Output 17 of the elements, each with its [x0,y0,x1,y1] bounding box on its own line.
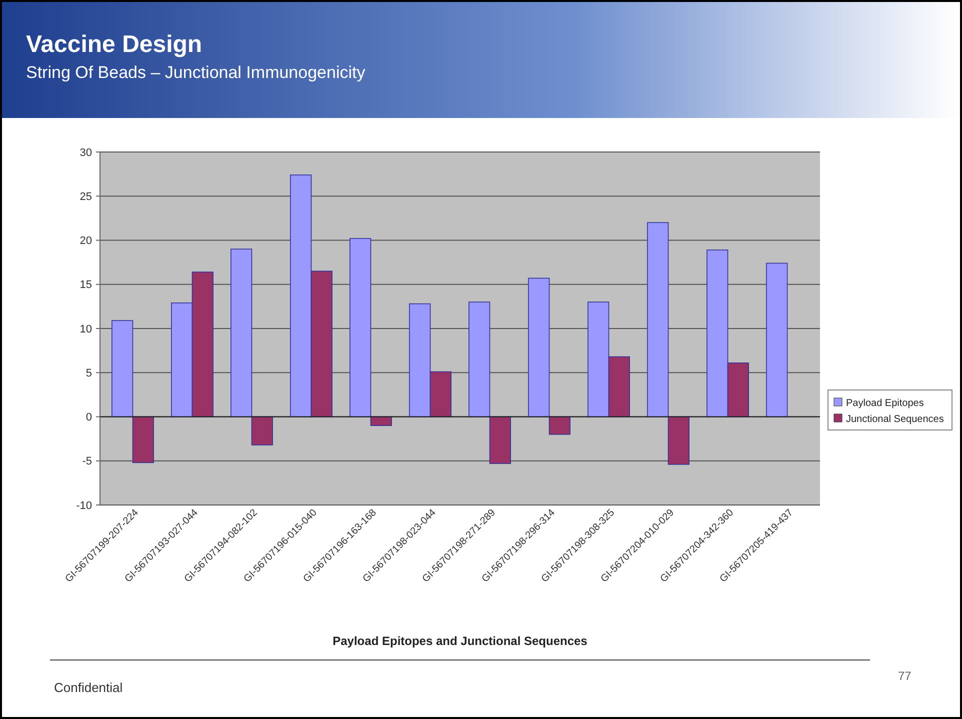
chart-title: Vaccine Design [26,31,202,58]
y-tick-label: 5 [86,367,92,380]
legend-label: Junctional Sequences [846,414,944,425]
y-tick-label: 20 [80,235,92,248]
y-tick-label: 10 [80,323,92,336]
y-tick-label: -10 [76,500,92,512]
x-axis-title: Payload Epitopes and Junctional Sequences [332,634,588,648]
y-tick-label: 0 [86,412,92,424]
chart-subtitle: String Of Beads – Junctional Immunogenicity [26,63,366,82]
bar [766,262,788,418]
legend-label: Payload Epitopes [846,398,924,409]
y-tick-label: 15 [80,279,92,292]
text: Confidential [54,680,123,695]
y-tick-label: -5 [82,456,92,468]
y-tick-label: 30 [80,146,92,159]
y-tick-label: 25 [80,190,92,203]
text: 77 [898,669,912,683]
